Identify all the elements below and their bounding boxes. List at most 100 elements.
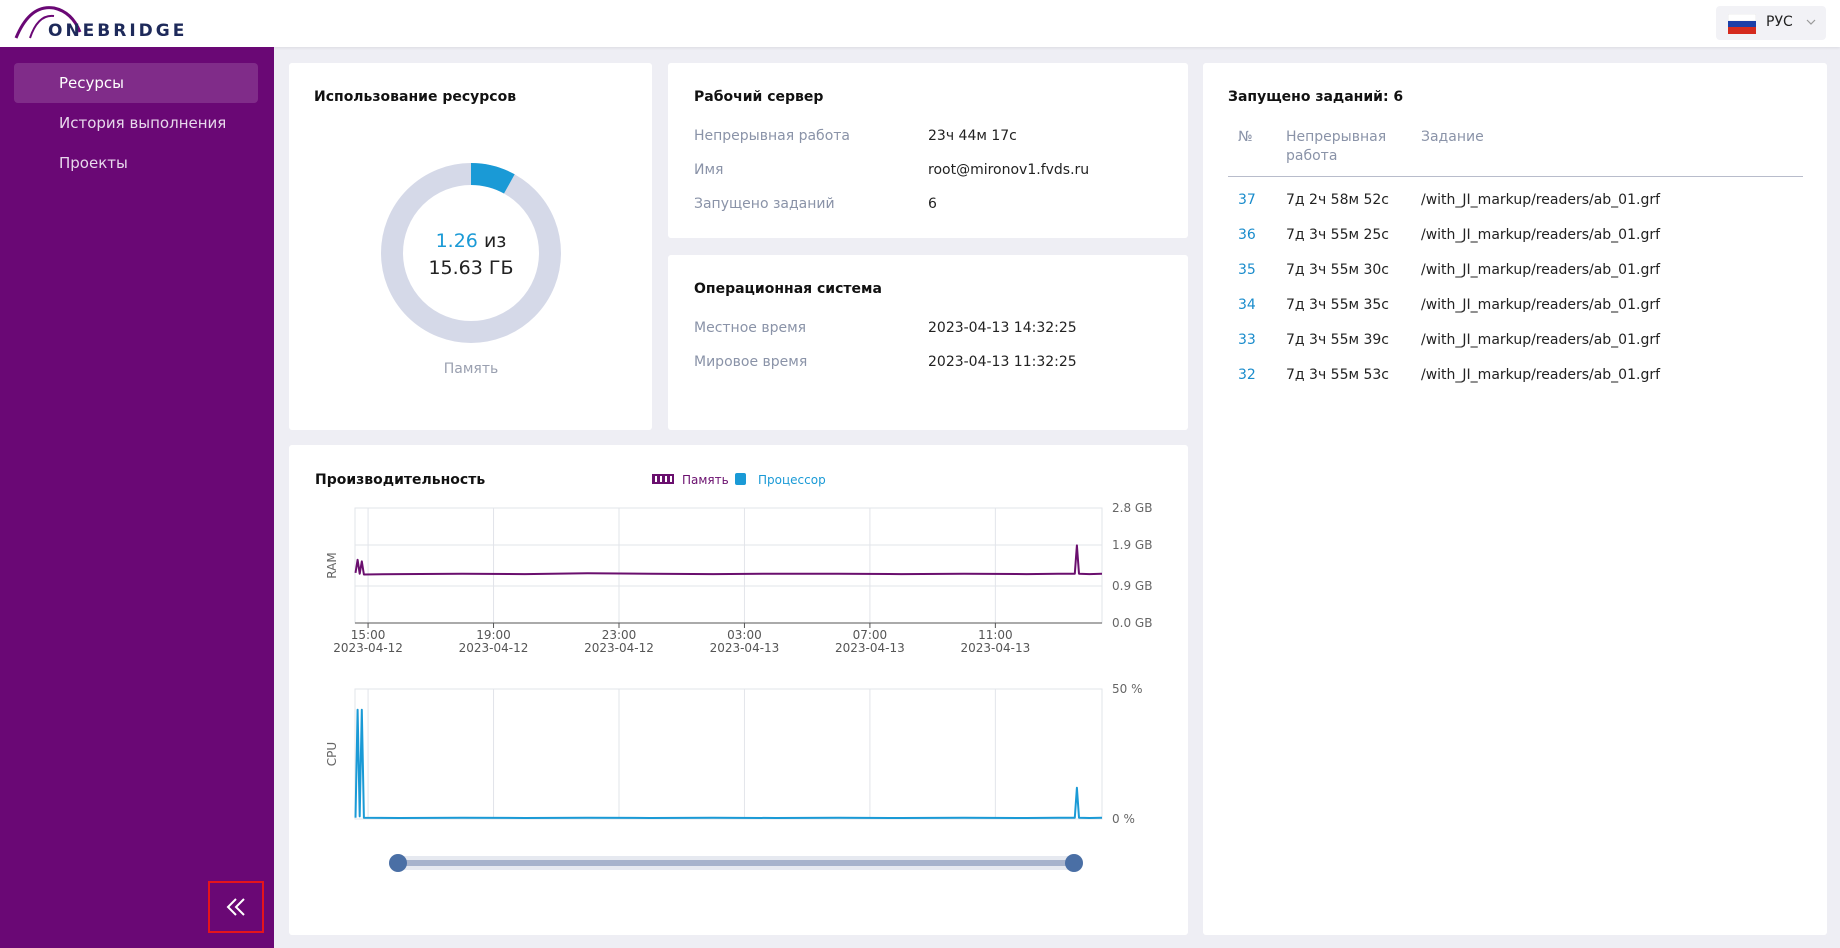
info-value: 2023-04-13 11:32:25 [928, 354, 1077, 370]
table-divider [1228, 176, 1803, 177]
donut-label: 1.26 из [436, 230, 507, 252]
flag [1728, 14, 1756, 34]
job-cell: 7д 3ч 55м 53с [1286, 367, 1390, 383]
x-tick-label: 2023-04-13 [710, 641, 780, 655]
language-select[interactable]: РУС [1716, 6, 1826, 40]
info-label: Запущено заданий [694, 196, 835, 212]
nav-label: Проекты [59, 154, 128, 172]
job-id[interactable]: 33 [1238, 332, 1256, 348]
jobs-card: Запущено заданий: 6 № Непрерывная работа З… [1203, 63, 1827, 935]
x-tick-label: 19:00 [476, 628, 511, 642]
job-id[interactable]: 34 [1238, 297, 1256, 313]
x-tick-label: 2023-04-12 [333, 641, 403, 655]
nav-label: Ресурсы [59, 74, 125, 92]
header: ONEBRIDGE РУС [0, 0, 1840, 47]
x-tick-label: 11:00 [978, 628, 1013, 642]
y-axis-label: RAM [325, 552, 339, 578]
legend-icon-slot [660, 476, 662, 482]
x-tick-label: 07:00 [853, 628, 888, 642]
x-tick-label: 15:00 [351, 628, 386, 642]
flag-stripe [1728, 21, 1756, 27]
slider-track[interactable] [398, 860, 1074, 866]
logo-arc [29, 14, 55, 39]
job-cell: /with_JI_markup/readers/ab_01.grf [1421, 262, 1661, 278]
job-cell: 7д 3ч 55м 30с [1286, 262, 1390, 278]
x-tick-label: 2023-04-13 [960, 641, 1030, 655]
donut-arc [381, 163, 561, 343]
of-text: из [484, 230, 506, 252]
collapse-button[interactable] [208, 881, 264, 933]
job-cell: 7д 3ч 55м 35с [1286, 297, 1390, 313]
column-header: Непрерывная работа [1286, 129, 1387, 164]
info-value: 23ч 44м 17с [928, 128, 1017, 144]
job-cell: 7д 3ч 55м 25с [1286, 227, 1390, 243]
legend-icon [652, 474, 674, 484]
legend-icon-slot [655, 476, 657, 482]
series-line [354, 708, 1103, 819]
performance-card: Производительность 15:00 2023-04-12 19:00 2… [289, 445, 1188, 935]
info-label: Местное время [694, 320, 807, 336]
legend-label: Память [682, 473, 729, 487]
job-id[interactable]: 37 [1238, 192, 1256, 208]
donut-track [381, 163, 561, 343]
nav-item[interactable]: Проекты [14, 143, 258, 183]
chevron [1806, 19, 1816, 25]
logo[interactable]: ONEBRIDGE [10, 2, 190, 44]
flag-stripe [1728, 14, 1756, 22]
collapse-icon [226, 898, 245, 916]
chart-title: Производительность [315, 472, 485, 488]
column-header: № [1238, 129, 1253, 145]
x-tick-label: 2023-04-12 [459, 641, 529, 655]
job-cell: 7д 3ч 55м 39с [1286, 332, 1390, 348]
legend-item[interactable]: Процессор [735, 473, 826, 487]
card-title: Рабочий сервер [694, 89, 824, 105]
job-id[interactable]: 36 [1238, 227, 1256, 243]
info-label: Непрерывная работа [694, 128, 850, 144]
nav-item[interactable]: История выполнения [14, 103, 258, 143]
sidebar: Ресурсы История выполнения Проекты [0, 47, 274, 948]
card-title: Запущено заданий: 6 [1228, 89, 1404, 105]
legend-icon-slot [665, 476, 667, 482]
job-cell: /with_JI_markup/readers/ab_01.grf [1421, 192, 1661, 208]
y-tick-label: 2.8 GB [1112, 501, 1152, 515]
legend-icon-slot [670, 476, 672, 482]
legend-icon [735, 473, 746, 485]
x-tick-label: 03:00 [727, 628, 762, 642]
job-id[interactable]: 32 [1238, 367, 1256, 383]
job-cell: /with_JI_markup/readers/ab_01.grf [1421, 367, 1661, 383]
y-tick-label: 50 % [1112, 682, 1143, 696]
job-id[interactable]: 35 [1238, 262, 1256, 278]
info-label: Мировое время [694, 354, 808, 370]
card-title: Операционная система [694, 281, 882, 297]
nav-label: История выполнения [59, 114, 227, 132]
slider-handle[interactable] [1065, 854, 1083, 872]
plot-frame [354, 507, 1103, 624]
series-line [354, 544, 1103, 576]
job-cell: 7д 2ч 58м 52с [1286, 192, 1390, 208]
card-title: Использование ресурсов [314, 89, 517, 105]
x-tick-label: 23:00 [602, 628, 637, 642]
job-cell: /with_JI_markup/readers/ab_01.grf [1421, 332, 1661, 348]
y-tick-label: 0.0 GB [1112, 616, 1152, 630]
slider-handle[interactable] [389, 854, 407, 872]
donut-caption: Память [444, 361, 499, 377]
donut: 1.26 из 15.63 ГБ Память [381, 163, 561, 377]
plot-frame [354, 688, 1103, 820]
flag-stripe [1728, 27, 1756, 34]
nav-item[interactable]: Ресурсы [14, 63, 258, 103]
info-value: 2023-04-13 14:32:25 [928, 320, 1077, 336]
info-value: 6 [928, 196, 937, 212]
server-card: Рабочий сервер Непрерывная работа 23ч 44м… [668, 63, 1188, 238]
info-label: Имя [694, 162, 724, 178]
column-header: Задание [1421, 129, 1484, 145]
job-cell: /with_JI_markup/readers/ab_01.grf [1421, 297, 1661, 313]
legend-item[interactable]: Память [652, 473, 729, 487]
logo-text: ONEBRIDGE [48, 21, 187, 41]
total-value: 15.63 ГБ [428, 257, 513, 279]
x-tick-label: 2023-04-12 [584, 641, 654, 655]
x-tick-label: 2023-04-13 [835, 641, 905, 655]
os-card: Операционная система Местное время 2023-0… [668, 255, 1188, 430]
used-value: 1.26 [436, 230, 478, 252]
y-axis-label: CPU [325, 742, 339, 766]
